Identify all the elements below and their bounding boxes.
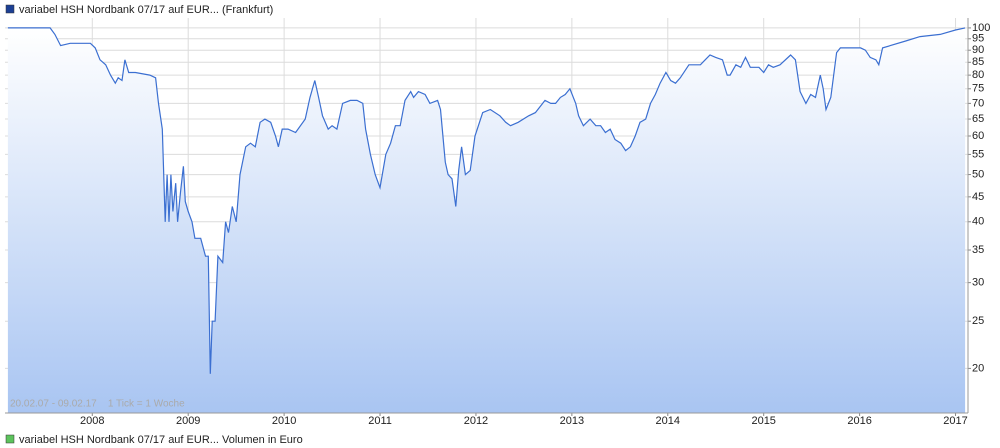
info-text: 20.02.07 - 09.02.17 1 Tick = 1 Woche bbox=[10, 399, 185, 410]
legend-swatch bbox=[5, 434, 15, 444]
y-tick-label: 70 bbox=[972, 97, 984, 109]
y-tick-label: 60 bbox=[972, 130, 984, 142]
x-tick-label: 2011 bbox=[368, 415, 392, 427]
y-tick-label: 80 bbox=[972, 69, 984, 81]
legend-label: variabel HSH Nordbank 07/17 auf EUR... V… bbox=[19, 434, 303, 446]
y-tick-label: 45 bbox=[972, 191, 984, 203]
line bbox=[7, 27, 966, 374]
legend-swatch bbox=[5, 4, 15, 14]
y-tick-label: 20 bbox=[972, 362, 984, 374]
y-tick-label: 35 bbox=[972, 244, 984, 256]
y-tick-label: 30 bbox=[972, 277, 984, 289]
y-tick-label: 40 bbox=[972, 216, 984, 228]
x-tick-label: 2013 bbox=[560, 415, 584, 427]
y-tick-label: 85 bbox=[972, 56, 984, 68]
y-tick-label: 100 bbox=[972, 22, 990, 34]
x-tick-label: 2016 bbox=[847, 415, 871, 427]
y-tick-label: 50 bbox=[972, 168, 984, 180]
area bbox=[7, 27, 966, 414]
x-tick-label: 2014 bbox=[656, 415, 680, 427]
x-tick-label: 2009 bbox=[176, 415, 200, 427]
y-tick-label: 95 bbox=[972, 33, 984, 45]
x-tick-label: 2017 bbox=[943, 415, 967, 427]
x-tick-label: 2010 bbox=[272, 415, 296, 427]
x-tick-label: 2015 bbox=[751, 415, 775, 427]
y-tick-label: 25 bbox=[972, 315, 984, 327]
y-tick-label: 55 bbox=[972, 148, 984, 160]
y-tick-label: 75 bbox=[972, 83, 984, 95]
legend-label: variabel HSH Nordbank 07/17 auf EUR... (… bbox=[19, 4, 273, 16]
x-tick-label: 2012 bbox=[464, 415, 488, 427]
y-tick-label: 65 bbox=[972, 113, 984, 125]
y-tick-label: 90 bbox=[972, 44, 984, 56]
x-tick-label: 2008 bbox=[80, 415, 104, 427]
